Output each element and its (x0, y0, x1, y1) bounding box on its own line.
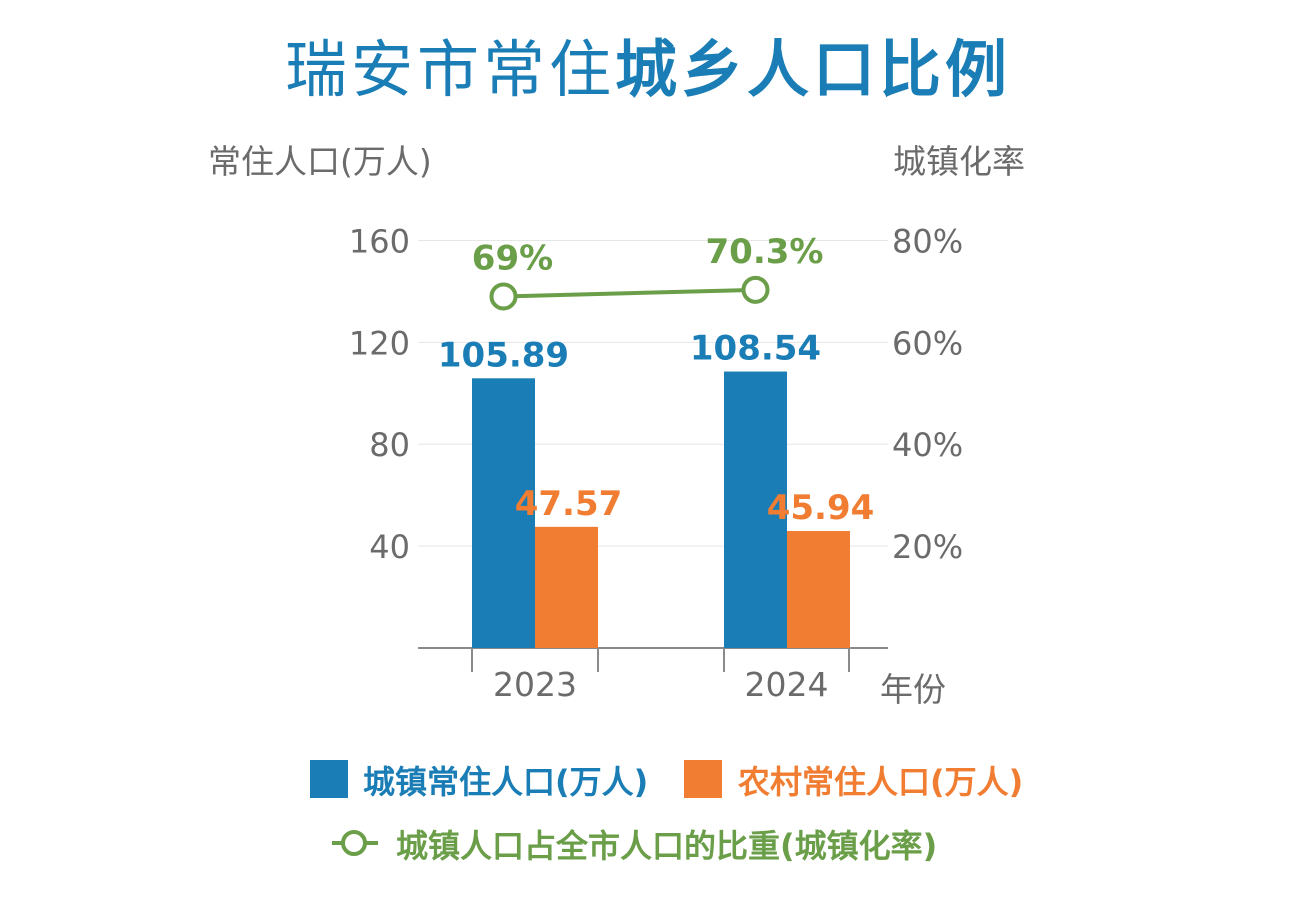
data-label-rate: 69% (472, 238, 553, 278)
bar-rural (535, 526, 598, 648)
y-left-axis-title: 常住人口(万人) (208, 142, 432, 181)
data-label-rural: 47.57 (515, 484, 623, 524)
y-right-tick-label: 80% (892, 222, 963, 260)
data-label-rural: 45.94 (767, 488, 875, 528)
rate-point (489, 282, 518, 311)
y-right-tick-label: 20% (892, 528, 963, 566)
legend-label-urban: 城镇常住人口(万人) (363, 763, 649, 801)
y-right-tick-label: 40% (892, 426, 963, 464)
rate-line (503, 287, 756, 299)
y-right-tick-label: 60% (892, 324, 963, 362)
x-tick-label: 2023 (493, 665, 577, 704)
y-right-axis-title: 城镇化率 (893, 142, 1025, 181)
y-left-tick-label: 80 (369, 426, 410, 464)
data-label-rate: 70.3% (706, 232, 824, 272)
chart-title-light: 瑞安市常住 (284, 33, 615, 106)
y-left-tick-label: 120 (349, 324, 410, 362)
data-label-urban: 105.89 (438, 335, 569, 375)
chart-title-bold: 城乡人口比例 (615, 33, 1012, 106)
legend-marker-rate (332, 830, 378, 856)
legend-swatch-urban (310, 760, 348, 798)
bar-rural (787, 530, 850, 648)
chart-title: 瑞安市常住城乡人口比例 (0, 30, 1296, 110)
legend-label-rural: 农村常住人口(万人) (738, 763, 1024, 801)
x-tick-label: 2024 (745, 665, 829, 704)
y-left-tick-label: 40 (369, 528, 410, 566)
rate-point (741, 275, 770, 304)
data-label-urban: 108.54 (690, 329, 821, 369)
x-axis-title: 年份 (880, 670, 946, 709)
legend-swatch-rural (684, 760, 722, 798)
bar-urban (472, 378, 535, 648)
bar-urban (724, 371, 787, 648)
legend-label-rate: 城镇人口占全市人口的比重(城镇化率) (396, 827, 938, 865)
y-left-tick-label: 160 (349, 222, 410, 260)
